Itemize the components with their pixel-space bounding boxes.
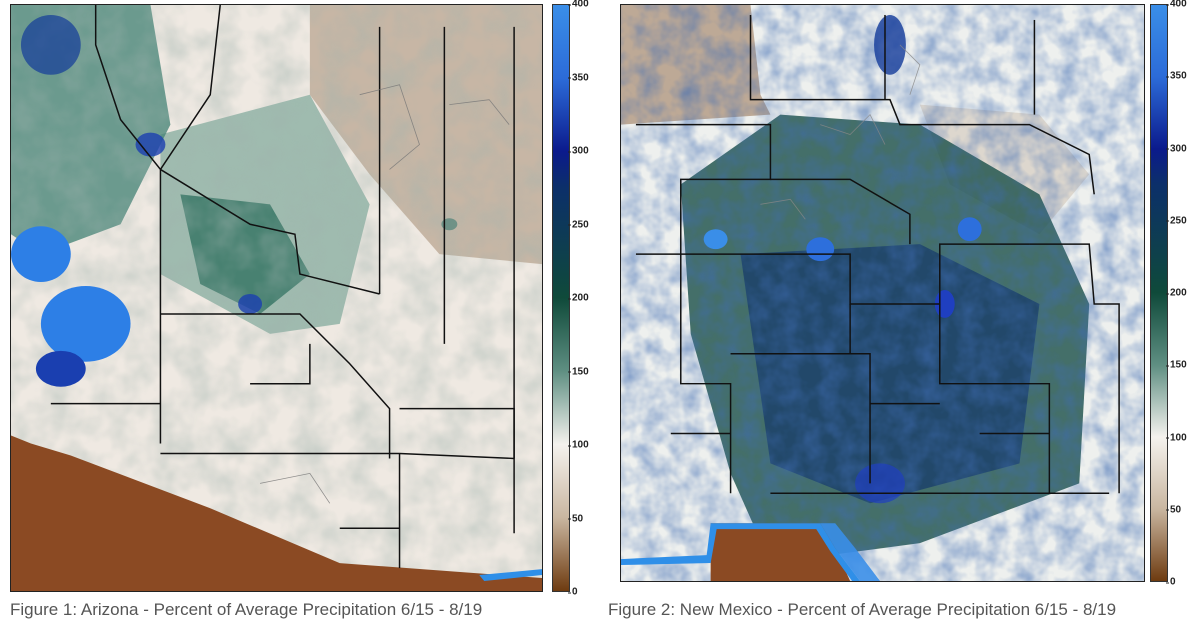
nm-tick-100: 100	[1166, 432, 1187, 443]
az-tick-200: 200	[568, 292, 589, 304]
az-tick-100: 100	[568, 439, 589, 451]
az-tick-250: 250	[568, 219, 589, 230]
arizona-precip-map	[10, 4, 543, 592]
new-mexico-map-panel: 400 350 300 250 200 150 100 50 0	[610, 0, 1200, 600]
new-mexico-figure-caption: Figure 2: New Mexico - Percent of Averag…	[608, 600, 1117, 619]
az-tick-50: 50	[567, 513, 584, 524]
new-mexico-precip-map	[620, 4, 1145, 582]
arizona-map-panel: 400 350 300 250 200 150 100 50 0	[0, 0, 600, 600]
nm-tick-350: 350	[1166, 70, 1187, 82]
az-tick-400: 400	[568, 0, 589, 10]
nm-tick-400: 400	[1166, 0, 1187, 10]
az-tick-150: 150	[568, 366, 589, 377]
az-tick-300: 300	[568, 145, 589, 157]
new-mexico-map-graphic	[621, 5, 1144, 581]
nm-tick-50: 50	[1165, 504, 1182, 516]
nm-tick-150: 150	[1166, 359, 1187, 371]
arizona-colorbar-ticks: 400 350 300 250 200 150 100 50 0	[567, 0, 612, 598]
az-tick-0: 0	[568, 586, 578, 598]
nm-tick-200: 200	[1166, 287, 1187, 299]
nm-tick-300: 300	[1166, 143, 1187, 154]
arizona-map-graphic	[11, 5, 542, 591]
nm-tick-250: 250	[1166, 215, 1187, 227]
arizona-figure-caption: Figure 1: Arizona - Percent of Average P…	[10, 600, 483, 619]
az-tick-350: 350	[568, 72, 589, 83]
nm-tick-0: 0	[1166, 576, 1176, 588]
new-mexico-colorbar-ticks: 400 350 300 250 200 150 100 50 0	[1165, 0, 1200, 588]
